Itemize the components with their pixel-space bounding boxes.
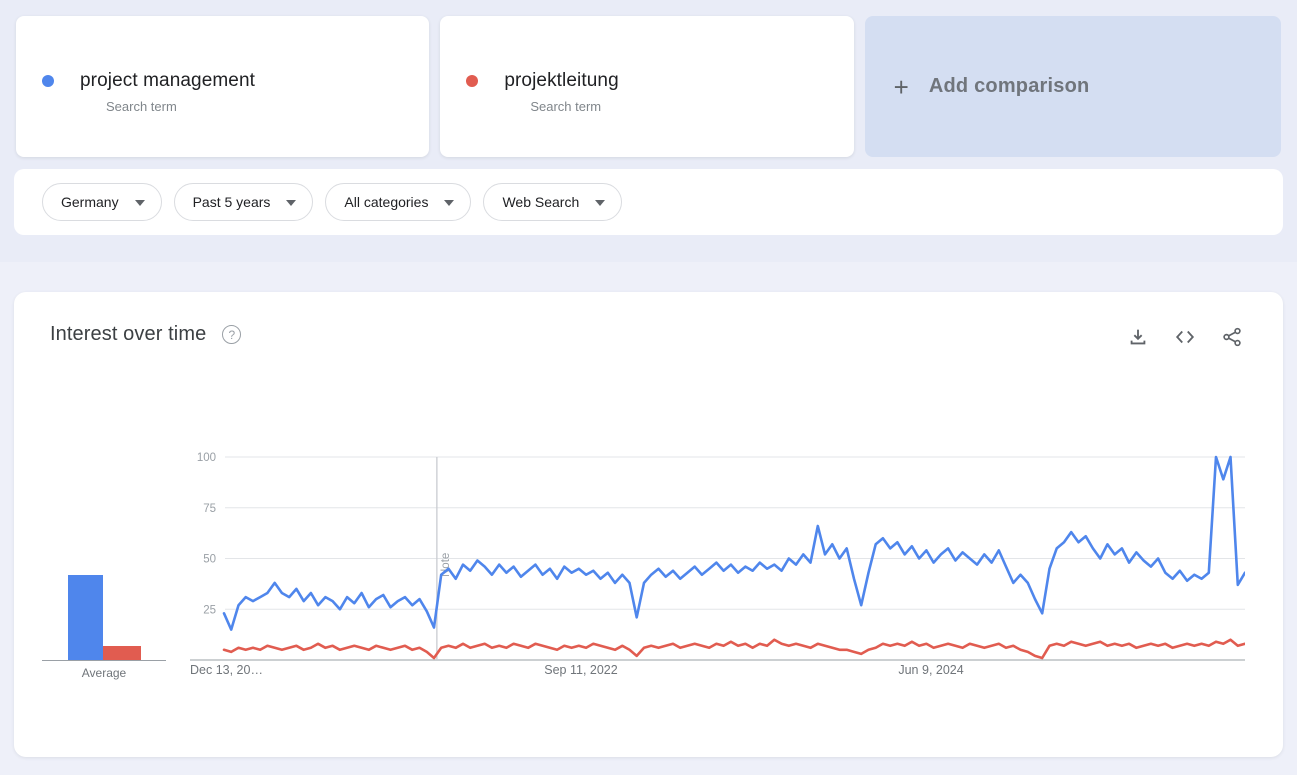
term-card-projektleitung[interactable]: projektleitung Search term	[440, 16, 854, 157]
search-terms-row: project management Search term projektle…	[16, 16, 1281, 157]
series-line-project-management	[222, 455, 1245, 631]
embed-code-icon[interactable]	[1174, 326, 1196, 348]
filter-region-value: Germany	[61, 194, 119, 210]
share-icon[interactable]	[1221, 326, 1243, 348]
add-comparison-button[interactable]: + Add comparison	[864, 16, 1281, 157]
x-axis-tick-1: Sep 11, 2022	[544, 663, 617, 677]
average-axis-line	[42, 660, 166, 661]
term-label: projektleitung	[504, 70, 619, 91]
filter-category-dropdown[interactable]: All categories	[325, 183, 472, 221]
filter-bar: Germany Past 5 years All categories Web …	[14, 169, 1283, 235]
chevron-down-icon	[444, 200, 455, 206]
filter-category-value: All categories	[344, 194, 429, 210]
term-type-label: Search term	[106, 99, 177, 114]
y-axis-tick-75: 75	[203, 503, 216, 515]
average-bar-project-management	[68, 574, 103, 660]
y-axis-tick-50: 50	[203, 554, 216, 566]
panel-title: Interest over time	[50, 323, 207, 345]
help-icon[interactable]: ?	[222, 325, 242, 344]
add-comparison-label: Add comparison	[928, 75, 1090, 97]
average-label: Average	[81, 666, 127, 680]
average-bar-projektleitung	[103, 645, 141, 660]
chevron-down-icon	[134, 200, 145, 206]
download-icon[interactable]	[1127, 326, 1149, 348]
term-color-dot-blue	[42, 75, 54, 87]
series-line-projektleitung	[222, 638, 1245, 660]
filter-region-dropdown[interactable]: Germany	[42, 183, 162, 221]
x-axis-tick-0: Dec 13, 20…	[190, 663, 263, 677]
filter-timerange-dropdown[interactable]: Past 5 years	[173, 183, 314, 221]
interest-over-time-panel: Interest over time ? Average 25 50 75 100 No…	[14, 292, 1283, 757]
filter-timerange-value: Past 5 years	[192, 194, 271, 210]
term-label: project management	[80, 70, 256, 91]
filter-searchtype-dropdown[interactable]: Web Search	[483, 183, 623, 221]
term-type-label: Search term	[530, 99, 602, 114]
average-mini-chart: Average	[42, 292, 166, 757]
term-color-dot-red	[466, 75, 479, 87]
chevron-down-icon	[595, 200, 606, 206]
y-axis-tick-100: 100	[197, 452, 216, 464]
chevron-down-icon	[286, 200, 297, 206]
filter-searchtype-value: Web Search	[502, 194, 580, 210]
term-card-project-management[interactable]: project management Search term	[16, 16, 430, 157]
plus-icon: +	[893, 71, 909, 102]
x-axis-tick-2: Jun 9, 2024	[898, 663, 963, 677]
y-axis-tick-25: 25	[203, 604, 216, 616]
